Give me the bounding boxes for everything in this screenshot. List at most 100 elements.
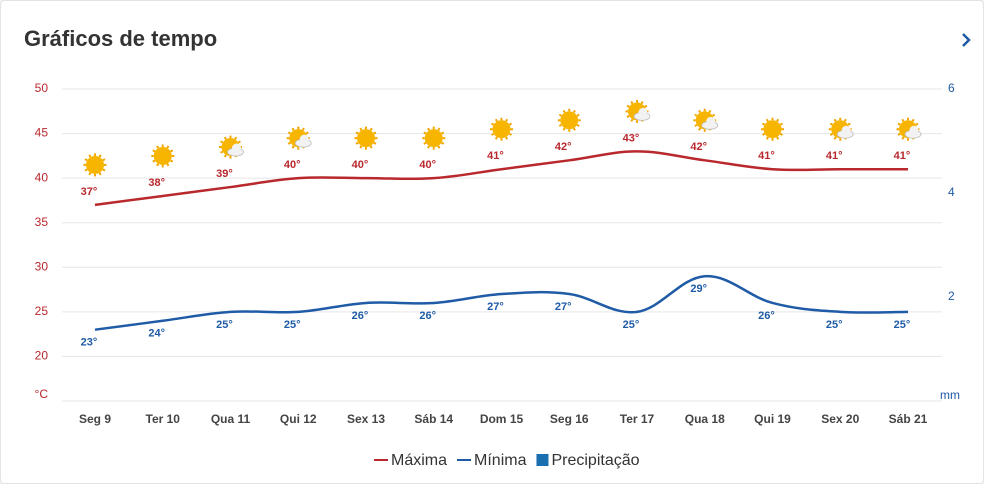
data-label: 41° bbox=[758, 150, 775, 162]
sun-ray bbox=[829, 132, 833, 136]
sun-ray bbox=[572, 127, 576, 131]
sun-ray bbox=[84, 168, 88, 172]
sun-ray bbox=[901, 136, 905, 140]
sun-ray bbox=[915, 122, 919, 126]
weather-icon bbox=[490, 117, 513, 141]
sun-ray bbox=[779, 132, 783, 136]
cloud bbox=[232, 143, 241, 153]
data-label: 26° bbox=[352, 310, 369, 322]
sun-ray bbox=[369, 127, 373, 131]
y2-tick-label: 6 bbox=[948, 81, 955, 95]
sun-ray bbox=[156, 145, 160, 149]
sun-ray bbox=[359, 145, 363, 149]
sun-ray bbox=[166, 163, 170, 167]
data-label: 27° bbox=[487, 301, 504, 313]
sun-ray bbox=[355, 131, 359, 135]
data-label: 43° bbox=[623, 132, 640, 144]
data-label: 41° bbox=[487, 150, 504, 162]
sun-ray bbox=[437, 145, 441, 149]
x-tick-label: Seg 9 bbox=[79, 412, 111, 426]
sun bbox=[492, 120, 511, 139]
sun-ray bbox=[102, 168, 106, 172]
sun-ray bbox=[291, 127, 295, 131]
sun-ray bbox=[505, 136, 509, 140]
x-tick-label: Sex 20 bbox=[821, 412, 859, 426]
data-label: 29° bbox=[690, 283, 707, 295]
sun-ray bbox=[765, 136, 769, 140]
sun-ray bbox=[237, 140, 241, 144]
data-label: 23° bbox=[81, 337, 98, 349]
sun-ray bbox=[630, 100, 634, 105]
sun-ray bbox=[572, 109, 576, 114]
sun-ray bbox=[220, 140, 224, 144]
sun-ray bbox=[373, 141, 377, 145]
cloud bbox=[299, 134, 309, 144]
x-tick-label: Dom 15 bbox=[480, 412, 524, 426]
sun-ray bbox=[508, 122, 512, 126]
sun-ray bbox=[437, 127, 441, 131]
data-label: 26° bbox=[758, 310, 775, 322]
x-tick-label: Sáb 14 bbox=[414, 412, 453, 426]
data-label: 40° bbox=[352, 159, 369, 171]
y-axis-label: °C bbox=[35, 387, 49, 401]
sun-ray bbox=[494, 136, 498, 140]
weather-icon bbox=[83, 153, 107, 177]
next-arrow[interactable] bbox=[962, 33, 971, 47]
weather-icon bbox=[828, 117, 854, 141]
sun-ray bbox=[708, 109, 712, 114]
y-tick-label: 40 bbox=[35, 170, 49, 184]
x-tick-label: Seg 16 bbox=[550, 412, 589, 426]
sun-ray bbox=[626, 104, 630, 108]
legend-label: Mínima bbox=[474, 452, 527, 469]
line-1 bbox=[94, 274, 909, 331]
y-tick-label: 35 bbox=[35, 215, 49, 229]
x-tick-label: Qua 11 bbox=[211, 412, 251, 426]
sun-ray bbox=[423, 141, 427, 145]
sun-ray bbox=[305, 131, 309, 135]
data-label: 39° bbox=[216, 168, 233, 180]
data-label: 27° bbox=[555, 301, 572, 313]
sun bbox=[763, 120, 782, 139]
sun-ray bbox=[369, 145, 373, 149]
data-label: 38° bbox=[148, 177, 165, 189]
sun-ray bbox=[170, 149, 174, 153]
sun-ray bbox=[152, 159, 156, 163]
cloud bbox=[909, 125, 919, 135]
legend-label: Máxima bbox=[391, 452, 447, 469]
sun-ray bbox=[558, 113, 562, 117]
x-tick-label: Qui 19 bbox=[754, 412, 791, 426]
sun-ray bbox=[712, 113, 716, 117]
weather-icon bbox=[286, 126, 312, 150]
sun-ray bbox=[427, 145, 431, 149]
sun-ray bbox=[373, 131, 377, 135]
sun-ray bbox=[833, 136, 837, 140]
sun-ray bbox=[441, 141, 445, 145]
sun-ray bbox=[84, 158, 88, 162]
sun-ray bbox=[901, 118, 905, 122]
data-label: 24° bbox=[148, 328, 165, 340]
sun-ray bbox=[897, 132, 901, 136]
sun-ray bbox=[562, 127, 566, 131]
sun-ray bbox=[829, 122, 833, 126]
sun-ray bbox=[491, 132, 495, 136]
data-label: 42° bbox=[690, 141, 707, 153]
data-label: 42° bbox=[555, 141, 572, 153]
sun-ray bbox=[897, 122, 901, 126]
sun-ray bbox=[698, 109, 702, 114]
sun-ray bbox=[423, 131, 427, 135]
cloud bbox=[638, 107, 648, 117]
chart-title: Gráficos de tempo bbox=[24, 26, 217, 51]
sun-ray bbox=[630, 118, 634, 122]
weather-icon bbox=[761, 117, 784, 141]
sun-ray bbox=[287, 141, 291, 145]
sun bbox=[357, 129, 375, 148]
weather-icon bbox=[151, 144, 175, 168]
data-label: 41° bbox=[894, 150, 911, 162]
data-label: 26° bbox=[419, 310, 436, 322]
x-tick-label: Ter 10 bbox=[146, 412, 181, 426]
sun-ray bbox=[843, 118, 847, 122]
weather-icon bbox=[693, 108, 719, 132]
